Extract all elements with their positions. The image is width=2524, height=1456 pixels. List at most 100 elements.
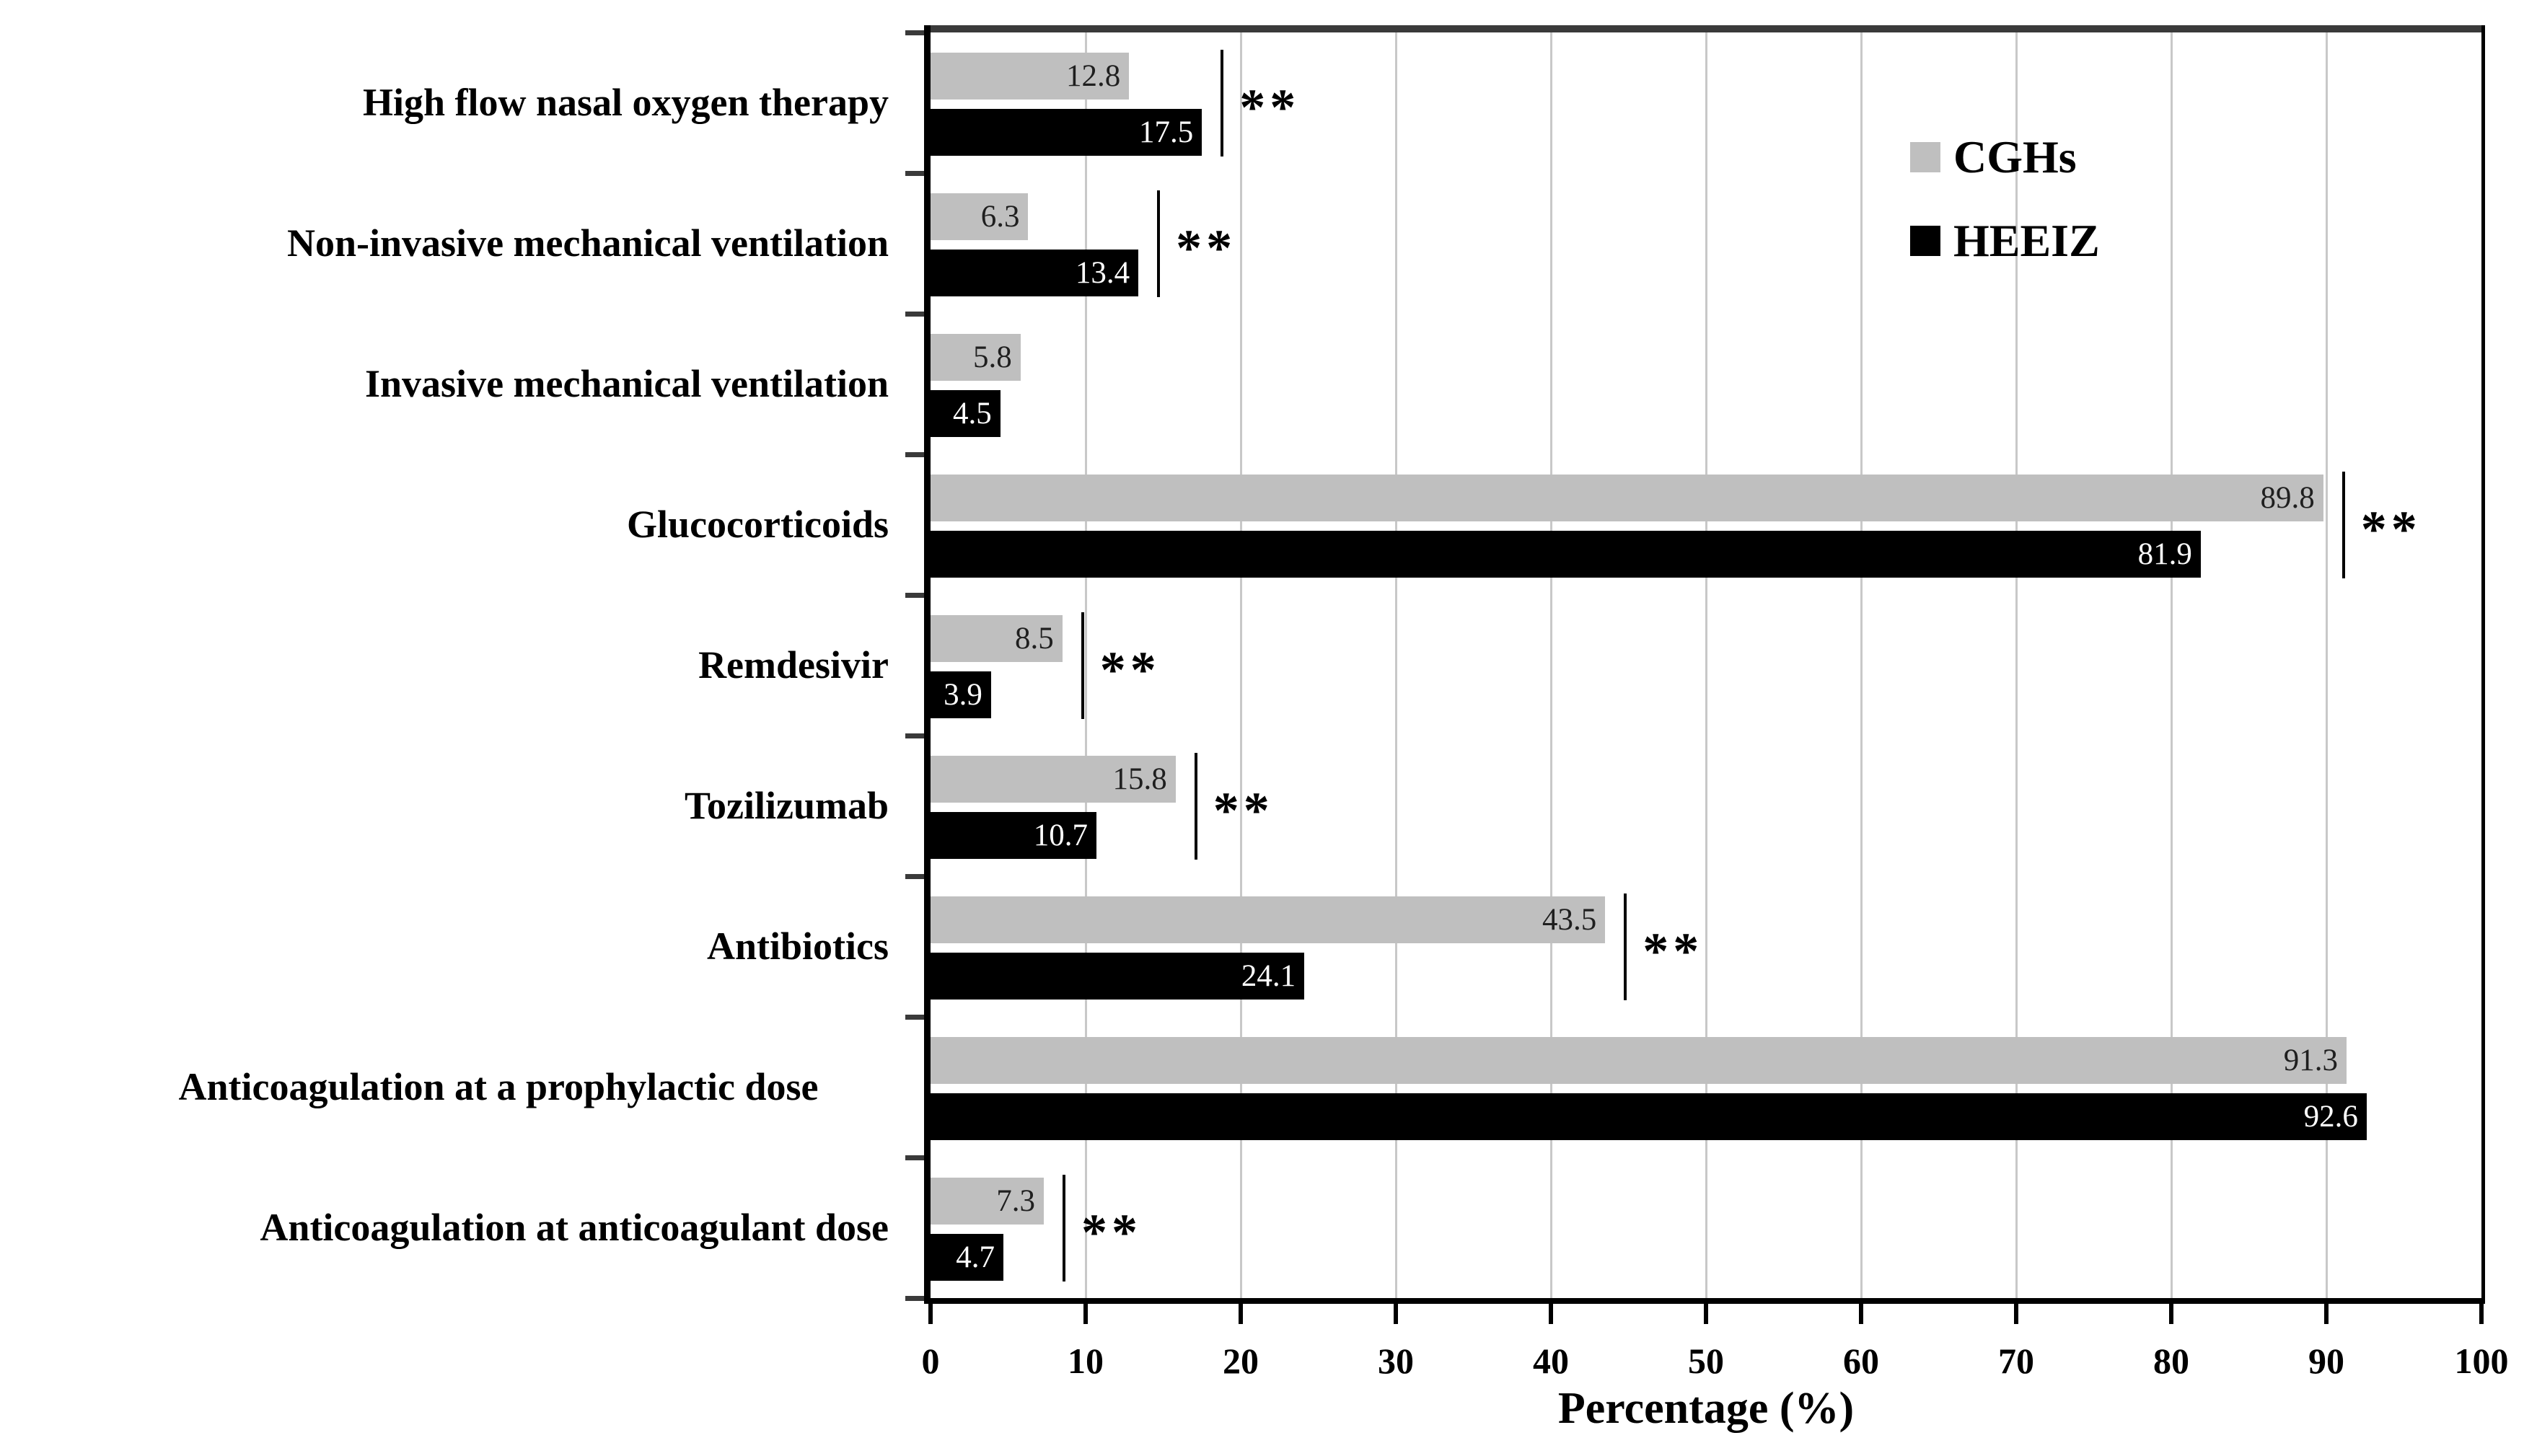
x-axis-tick-label-40: 40 <box>1533 1341 1569 1381</box>
legend-item-cghs: CGHs <box>1910 134 2100 180</box>
x-axis-tick-50 <box>1704 1304 1708 1324</box>
y-axis-line <box>924 25 931 1304</box>
bar-value-label: 4.7 <box>956 1240 995 1274</box>
significance-stars: ** <box>1239 79 1301 136</box>
significance-line <box>1157 190 1161 297</box>
x-axis-tick-label-60: 60 <box>1843 1341 1879 1381</box>
x-axis-tick-60 <box>1859 1304 1863 1324</box>
gridline-10 <box>1085 32 1087 1298</box>
significance-stars: ** <box>1213 782 1274 839</box>
gridline-60 <box>1860 32 1863 1298</box>
x-axis-tick-label-20: 20 <box>1223 1341 1259 1381</box>
gridline-50 <box>1705 32 1707 1298</box>
bar-heeiz-1: 13.4 <box>931 250 1139 296</box>
x-axis-tick-label-10: 10 <box>1068 1341 1104 1381</box>
significance-stars: ** <box>2360 500 2422 558</box>
category-label-3: Glucocorticoids <box>627 503 889 547</box>
legend: CGHs HEEIZ <box>1910 134 2100 264</box>
y-axis-tick <box>905 1155 924 1160</box>
category-label-1: Non-invasive mechanical ventilation <box>287 221 889 265</box>
legend-swatch-cghs <box>1910 142 1940 172</box>
bar-cghs-0: 12.8 <box>931 53 1130 100</box>
bar-value-label: 12.8 <box>1065 59 1121 93</box>
y-axis-tick <box>905 874 924 879</box>
x-axis-tick-40 <box>1549 1304 1553 1324</box>
bar-value-label: 24.1 <box>1241 959 1296 993</box>
x-axis-line <box>924 1298 2485 1304</box>
y-axis-tick <box>905 171 924 176</box>
x-axis-tick-70 <box>2014 1304 2018 1324</box>
x-axis-tick-label-0: 0 <box>921 1341 940 1381</box>
significance-line <box>1624 894 1627 1000</box>
y-axis-tick <box>905 1296 924 1301</box>
plot-area: 12.8 17.5 ** 6.3 13.4 ** 5.8 4.5 89.8 81.9 ** 8.5 3.… <box>924 25 2485 1304</box>
bar-value-label: 3.9 <box>944 678 982 712</box>
significance-stars: ** <box>1081 1204 1142 1261</box>
plot-border-top <box>924 25 2485 32</box>
x-axis-tick-80 <box>2169 1304 2173 1324</box>
bar-value-label: 92.6 <box>2303 1100 2358 1134</box>
bar-value-label: 43.5 <box>1542 903 1597 937</box>
bar-value-label: 13.4 <box>1075 256 1130 290</box>
x-axis-tick-90 <box>2324 1304 2329 1324</box>
bar-value-label: 5.8 <box>972 340 1012 374</box>
significance-line <box>1221 50 1224 156</box>
bar-value-label: 15.8 <box>1112 762 1167 796</box>
x-axis-tick-30 <box>1394 1304 1398 1324</box>
legend-label-heeiz: HEEIZ <box>1953 215 2100 266</box>
bar-value-label: 7.3 <box>996 1184 1035 1218</box>
gridline-90 <box>2326 32 2328 1298</box>
bar-heeiz-6: 24.1 <box>931 953 1305 1000</box>
plot-border-right <box>2481 25 2485 1304</box>
bar-heeiz-4: 3.9 <box>931 671 991 718</box>
significance-stars: ** <box>1643 922 1704 980</box>
bar-cghs-3: 89.8 <box>931 475 2323 521</box>
gridline-80 <box>2171 32 2173 1298</box>
y-axis-tick <box>905 452 924 457</box>
bar-cghs-8: 7.3 <box>931 1178 1044 1225</box>
x-axis-tick-10 <box>1083 1304 1088 1324</box>
x-axis-tick-label-50: 50 <box>1688 1341 1724 1381</box>
significance-stars: ** <box>1176 219 1237 277</box>
bar-value-label: 91.3 <box>2283 1044 2338 1077</box>
x-axis-tick-100 <box>2479 1304 2484 1324</box>
bar-cghs-7: 91.3 <box>931 1037 2347 1084</box>
x-axis-tick-label-70: 70 <box>1998 1341 2034 1381</box>
significance-line <box>1062 1175 1065 1281</box>
bar-heeiz-7: 92.6 <box>931 1093 2367 1140</box>
bar-value-label: 10.7 <box>1033 819 1089 852</box>
y-axis-tick <box>905 1015 924 1020</box>
x-axis-tick-label-30: 30 <box>1378 1341 1414 1381</box>
category-label-2: Invasive mechanical ventilation <box>365 362 889 406</box>
category-label-4: Remdesivir <box>698 643 889 687</box>
category-label-0: High flow nasal oxygen therapy <box>362 81 889 125</box>
gridline-70 <box>2015 32 2018 1298</box>
x-axis-tick-label-80: 80 <box>2153 1341 2189 1381</box>
x-axis-tick-label-100: 100 <box>2454 1341 2509 1381</box>
significance-line <box>1081 612 1084 719</box>
bar-cghs-4: 8.5 <box>931 615 1063 662</box>
bar-heeiz-2: 4.5 <box>931 390 1001 437</box>
y-axis-tick <box>905 593 924 598</box>
legend-item-heeiz: HEEIZ <box>1910 218 2100 264</box>
gridline-40 <box>1550 32 1552 1298</box>
bar-heeiz-0: 17.5 <box>931 109 1202 156</box>
x-axis-title: Percentage (%) <box>1557 1384 1855 1433</box>
category-label-6: Antibiotics <box>706 925 889 969</box>
y-axis-tick <box>905 312 924 317</box>
bar-value-label: 6.3 <box>980 200 1020 234</box>
y-axis-tick <box>905 30 924 35</box>
bar-heeiz-5: 10.7 <box>931 812 1097 859</box>
significance-stars: ** <box>1099 641 1161 699</box>
legend-label-cghs: CGHs <box>1953 131 2077 182</box>
x-axis-tick-0 <box>928 1304 933 1324</box>
legend-swatch-heeiz <box>1910 226 1940 256</box>
bar-cghs-5: 15.8 <box>931 756 1176 803</box>
bar-value-label: 8.5 <box>1015 622 1054 656</box>
bar-cghs-6: 43.5 <box>931 896 1606 943</box>
x-axis-tick-20 <box>1239 1304 1243 1324</box>
bar-value-label: 81.9 <box>2137 537 2192 571</box>
bar-value-label: 89.8 <box>2260 481 2315 515</box>
category-label-5: Tozilizumab <box>684 784 889 828</box>
